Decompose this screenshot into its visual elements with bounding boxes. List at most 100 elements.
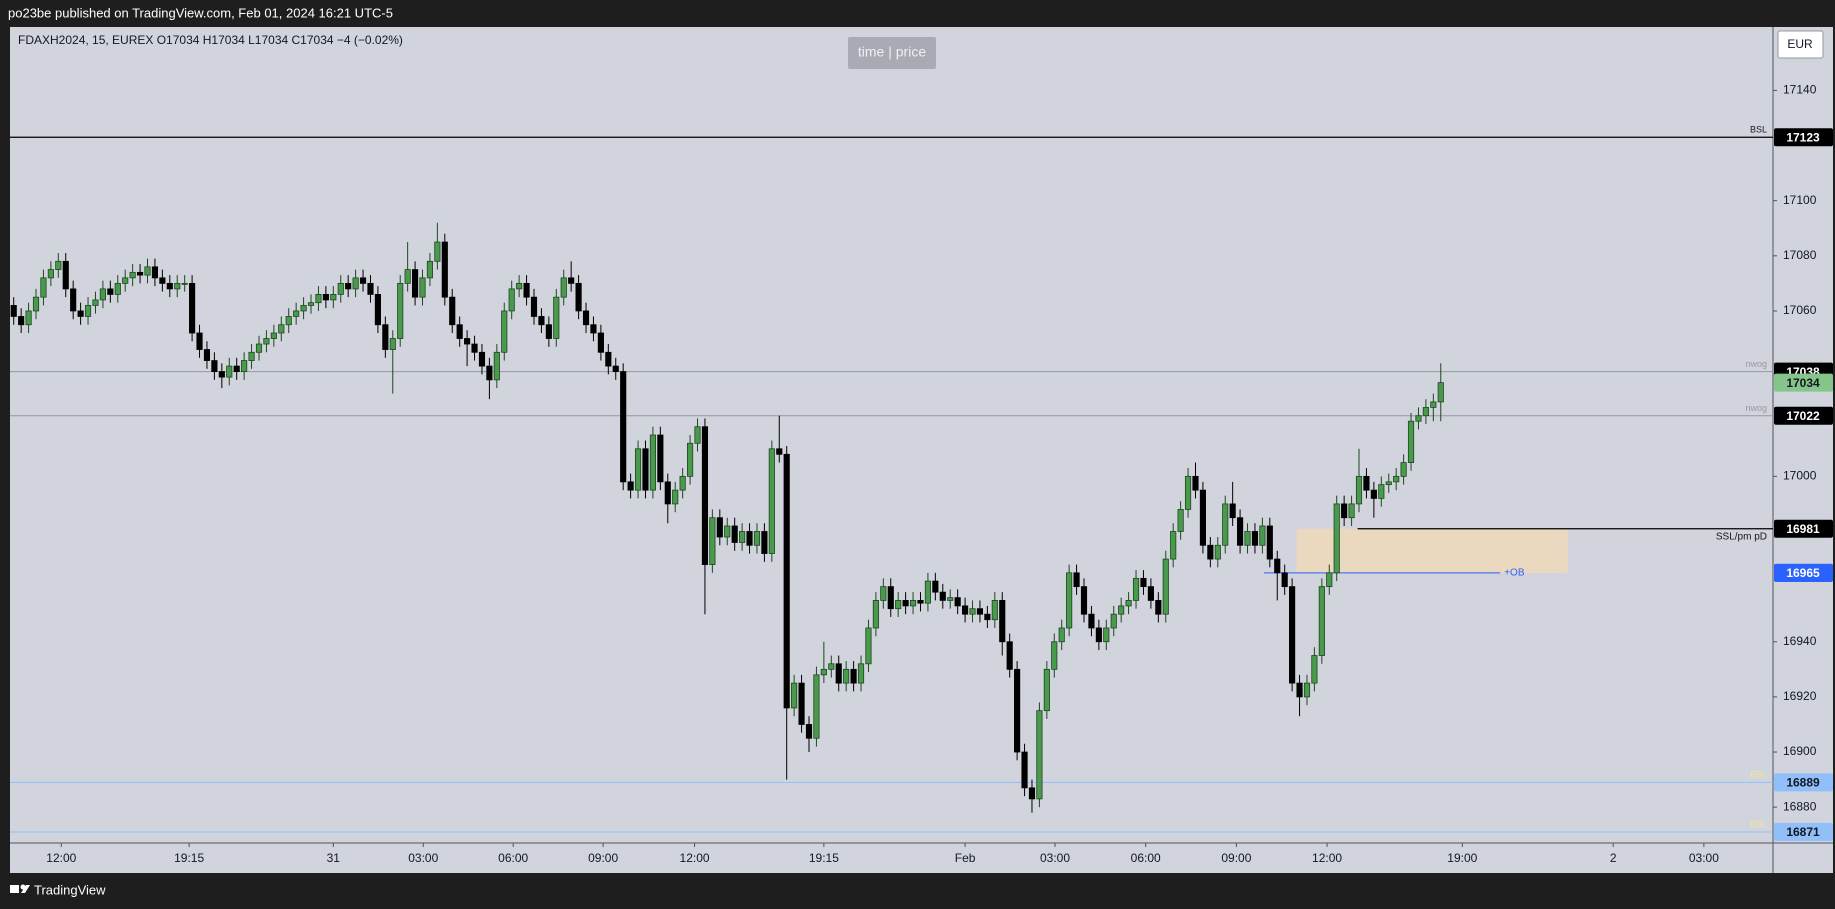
candle-body [285, 316, 292, 326]
currency-box[interactable] [1777, 30, 1824, 59]
candle [1073, 564, 1080, 595]
candle [1162, 550, 1169, 623]
candle [753, 523, 761, 554]
candle-body [1132, 577, 1140, 601]
chart-legend: FDAXH2024, 15, EUREX O17034 H17034 L1703… [18, 33, 403, 47]
candle [1021, 743, 1028, 797]
candle [1311, 647, 1318, 692]
candle [1251, 523, 1259, 554]
candle [464, 330, 471, 367]
candle-body [315, 294, 322, 304]
candle [330, 286, 337, 309]
candle-body [77, 310, 84, 317]
candle-body [538, 316, 545, 326]
candle-body [1155, 600, 1162, 615]
candle [1207, 537, 1214, 568]
last-price-badge [1774, 373, 1833, 392]
time-price-button[interactable] [848, 37, 936, 69]
candle-body [1073, 572, 1080, 588]
candle-body [1036, 710, 1043, 800]
candle [843, 661, 850, 692]
candle-body [270, 332, 277, 339]
candle [1341, 495, 1348, 526]
x-tick-label: 06:00 [498, 851, 528, 865]
candle [1199, 481, 1206, 554]
candle [1028, 779, 1036, 813]
y-tick-label: 17140 [1783, 83, 1817, 97]
candle-body [902, 600, 909, 607]
candle-body [367, 282, 374, 295]
candle-body [991, 600, 998, 621]
candle [151, 258, 159, 287]
candle-body [471, 343, 478, 353]
level-badge [1774, 128, 1833, 147]
candle-body [731, 525, 738, 543]
candle [1095, 619, 1102, 651]
candle-body [322, 294, 329, 301]
candle-body [1400, 462, 1407, 477]
candle [909, 592, 917, 615]
candle-body [739, 531, 746, 543]
candle-body [397, 282, 404, 339]
candle-body [1259, 525, 1266, 546]
candle [1088, 605, 1095, 637]
candle [62, 253, 69, 298]
candle [1051, 633, 1058, 678]
x-tick-label: 19:15 [174, 851, 204, 865]
candle [575, 275, 582, 320]
candle-body [62, 260, 69, 290]
candle [1259, 517, 1266, 554]
candle [835, 655, 842, 692]
y-tick-label: 16920 [1783, 689, 1817, 703]
candle [612, 357, 619, 380]
candle [560, 269, 567, 306]
candle-body [523, 282, 530, 298]
candle-body [449, 296, 456, 326]
candle [1407, 412, 1415, 471]
candle-body [419, 277, 426, 298]
level-badge [1774, 406, 1833, 425]
candle [10, 297, 17, 325]
y-tick-label: 16940 [1783, 634, 1817, 648]
y-tick-label: 16900 [1783, 744, 1817, 758]
candle-body [330, 294, 337, 301]
candle [597, 324, 604, 361]
candle-body [1110, 613, 1117, 629]
candle [991, 592, 998, 628]
candle [932, 572, 939, 601]
level-badge [1774, 773, 1833, 792]
candle-body [872, 600, 879, 629]
candle [166, 275, 173, 298]
candle-body [136, 271, 144, 276]
candle-body [1140, 577, 1147, 588]
candle [77, 302, 84, 325]
candle [1155, 592, 1162, 623]
candle-body [1066, 572, 1073, 629]
candle [144, 258, 151, 284]
candle [939, 583, 946, 609]
candle [18, 308, 25, 333]
candle-body [1014, 668, 1021, 753]
candle-body [612, 365, 619, 372]
candle [1303, 674, 1311, 706]
candle [687, 435, 694, 485]
candle [47, 261, 54, 287]
candle-body [1274, 558, 1281, 574]
candle-body [10, 305, 17, 317]
candle-body [1326, 572, 1333, 588]
candle [122, 269, 129, 292]
candle [285, 308, 292, 333]
candle-body [486, 365, 493, 381]
candle [627, 473, 634, 499]
candle [478, 344, 486, 375]
candle-body [1333, 503, 1340, 574]
candle-body [582, 310, 590, 326]
candle-body [337, 282, 344, 295]
candle [857, 655, 865, 692]
candle [783, 446, 790, 780]
candle-body [776, 448, 783, 455]
candle-body [1199, 489, 1206, 546]
candle-body [1222, 503, 1229, 546]
candle [226, 357, 233, 386]
candle [471, 335, 478, 361]
